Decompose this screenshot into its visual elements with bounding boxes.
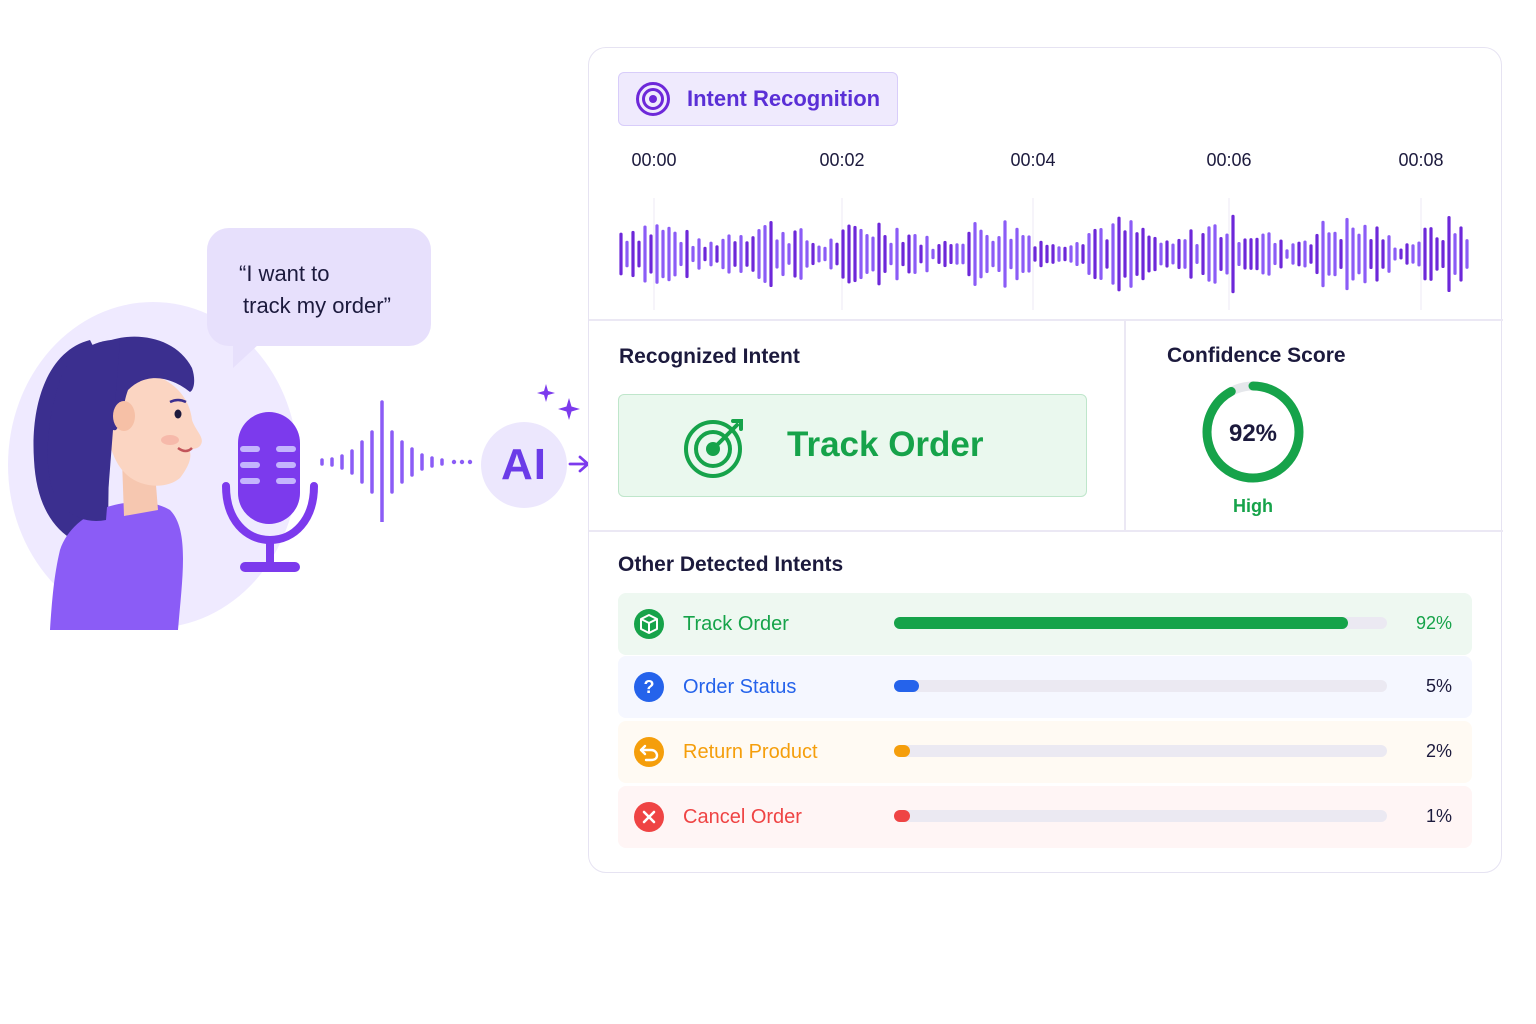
- voice-input-illustration: “I want to track my order” AI: [0, 0, 600, 1024]
- intent-percentage: 5%: [1425, 676, 1452, 696]
- panel-title: Intent Recognition: [687, 86, 881, 111]
- ai-badge: AI: [481, 422, 567, 508]
- voice-wave-dot: [451, 459, 457, 465]
- microphone-icon: [222, 412, 318, 572]
- intent-recognition-panel: Intent Recognition 00:00 00:02 00:04 00:…: [588, 47, 1503, 873]
- target-icon: [636, 82, 670, 116]
- recognized-intent-value: Track Order: [787, 425, 984, 464]
- probability-bar-track: [894, 617, 1387, 629]
- intent-label: Return Product: [683, 741, 818, 763]
- box-icon: [634, 609, 664, 639]
- speech-bubble: “I want to track my order”: [207, 228, 431, 368]
- intent-row[interactable]: ? Order Status 5%: [618, 656, 1472, 718]
- other-intents-heading: Other Detected Intents: [618, 553, 844, 576]
- confidence-gauge: [1202, 381, 1304, 483]
- intent-percentage: 2%: [1425, 741, 1452, 761]
- intent-row[interactable]: Track Order 92%: [618, 593, 1472, 655]
- probability-bar-track: [894, 810, 1387, 822]
- recognized-intent-heading: Recognized Intent: [619, 345, 800, 368]
- woman-speaking-illustration: [33, 336, 202, 630]
- voice-wave-dot: [459, 459, 465, 465]
- timeline-tick: 00:02: [819, 150, 865, 170]
- close-icon: [634, 802, 664, 832]
- voice-wave-dot: [467, 459, 473, 465]
- audio-timeline: 00:00 00:02 00:04 00:06 00:08: [589, 150, 1503, 180]
- divider: [589, 319, 1503, 321]
- intent-label: Order Status: [683, 676, 797, 698]
- probability-bar-track: [894, 745, 1387, 757]
- probability-bar-fill: [894, 617, 1348, 629]
- recognized-intent-card: Track Order: [618, 394, 1087, 497]
- voice-waveform-icon: [320, 400, 473, 522]
- divider: [589, 530, 1503, 532]
- intent-percentage: 92%: [1415, 613, 1452, 633]
- probability-bar-fill: [894, 810, 910, 822]
- audio-waveform: [619, 198, 1469, 310]
- divider: [1124, 320, 1126, 530]
- speech-line-1: “I want to: [239, 261, 330, 286]
- intent-row[interactable]: Cancel Order 1%: [618, 786, 1472, 848]
- speech-line-2: track my order”: [243, 293, 391, 318]
- timeline-tick: 00:00: [631, 150, 677, 170]
- confidence-score-heading: Confidence Score: [1167, 344, 1346, 367]
- timeline-tick: 00:08: [1398, 150, 1444, 170]
- probability-bar-fill: [894, 745, 910, 757]
- confidence-value: 92%: [1228, 420, 1278, 447]
- panel-title-badge: Intent Recognition: [618, 72, 898, 126]
- svg-text:?: ?: [644, 677, 655, 697]
- return-icon: [634, 737, 664, 767]
- probability-bar-track: [894, 680, 1387, 692]
- probability-bar-fill: [894, 680, 919, 692]
- timeline-tick: 00:04: [1010, 150, 1056, 170]
- intent-percentage: 1%: [1425, 806, 1452, 826]
- question-icon: ?: [634, 672, 664, 702]
- target-arrow-icon: [684, 419, 743, 478]
- intent-label: Cancel Order: [683, 806, 802, 828]
- timeline-tick: 00:06: [1206, 150, 1252, 170]
- intent-label: Track Order: [683, 613, 789, 635]
- sparkle-icon: [537, 384, 580, 420]
- confidence-level: High: [1233, 496, 1273, 516]
- intent-row[interactable]: Return Product 2%: [618, 721, 1472, 783]
